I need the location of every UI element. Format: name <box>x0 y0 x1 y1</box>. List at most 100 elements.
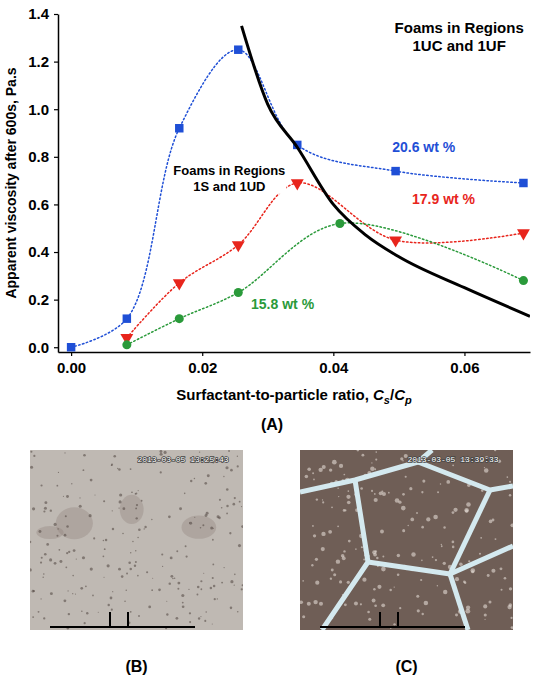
photo-speckle <box>344 603 347 606</box>
photo-speckle <box>212 539 214 541</box>
photo-speckle <box>166 601 167 602</box>
photo-speckle <box>161 553 163 555</box>
photo-speckle <box>151 519 152 520</box>
photo-speckle <box>118 468 121 471</box>
annotation-text: Foams in Regions <box>395 19 524 36</box>
photo-speckle <box>382 555 384 557</box>
photo-speckle <box>341 554 345 558</box>
photo-speckle <box>126 573 128 575</box>
photo-speckle <box>33 590 35 592</box>
photo-speckle <box>242 584 243 586</box>
photo-speckle <box>455 613 458 616</box>
photo-speckle <box>174 577 175 578</box>
photo-speckle <box>437 585 438 586</box>
photo-speckle <box>452 546 455 549</box>
photo-speckle <box>212 577 214 579</box>
photo-speckle <box>122 507 125 510</box>
photo-speckle <box>189 621 191 623</box>
photo-speckle <box>354 602 358 606</box>
x-axis-tick-mark <box>202 352 203 356</box>
scale-bar <box>50 612 195 627</box>
photo-speckle <box>84 622 86 624</box>
photo-speckle <box>226 488 229 491</box>
photo-speckle <box>397 554 400 557</box>
photo-speckle <box>119 493 122 496</box>
x-axis: 0.000.020.040.06 <box>57 352 530 376</box>
photo-speckle <box>466 605 470 609</box>
photo-speckle <box>368 618 371 621</box>
y-axis-tick-label: 0.6 <box>28 196 49 213</box>
photo-speckle <box>40 598 41 599</box>
photo-speckle <box>176 550 178 552</box>
photo-speckle <box>234 585 235 586</box>
photo-speckle <box>131 491 133 493</box>
photo-speckle <box>426 517 430 521</box>
photo-speckle <box>89 514 92 517</box>
photo-speckle <box>76 559 77 560</box>
photo-speckle <box>367 611 370 614</box>
photo-speckle <box>316 498 318 500</box>
photo-speckle <box>374 550 377 553</box>
photo-speckle <box>329 468 332 471</box>
y-axis-tick-mark <box>54 14 58 15</box>
trend-line <box>127 223 524 345</box>
photo-speckle <box>103 577 104 578</box>
photo-speckle <box>146 571 148 573</box>
photo-speckle <box>200 527 202 529</box>
photo-speckle <box>452 511 455 514</box>
photo-speckle <box>64 534 67 537</box>
photo-speckle <box>177 582 180 585</box>
photo-speckle <box>416 512 418 514</box>
photo-speckle <box>495 538 497 540</box>
photo-speckle <box>80 587 83 590</box>
photo-speckle <box>38 611 40 613</box>
photo-speckle <box>64 452 65 453</box>
photo-speckle <box>381 491 383 493</box>
photo-speckle <box>112 510 113 511</box>
x-axis-tick-label: 0.00 <box>57 359 86 376</box>
x-axis-tick-label: 0.02 <box>188 359 217 376</box>
photo-speckle <box>83 454 86 457</box>
photo-speckle <box>186 556 188 558</box>
x-axis-tick-mark <box>333 352 334 356</box>
photo-film-edge <box>418 462 513 490</box>
photo-speckle <box>71 483 72 484</box>
photo-speckle <box>375 459 377 461</box>
photo-speckle <box>90 479 93 482</box>
photo-speckle <box>205 514 208 517</box>
photo-speckle <box>138 615 140 617</box>
data-point <box>519 179 527 187</box>
y-axis-tick-mark <box>54 157 58 158</box>
y-axis-tick-label: 1.4 <box>28 5 50 22</box>
photo-speckle <box>189 612 191 614</box>
photo-speckle <box>112 591 113 592</box>
photo <box>30 450 243 630</box>
photo-speckle <box>30 541 31 543</box>
photo-speckle <box>234 497 236 499</box>
photo-speckle <box>42 576 44 578</box>
photo-speckle <box>141 500 143 502</box>
photo-speckle <box>68 613 70 615</box>
photo-speckle <box>347 501 351 505</box>
photo-speckle <box>182 602 184 604</box>
photo-speckle <box>177 588 179 590</box>
series-label: 20.6 wt % <box>392 139 456 155</box>
photo-speckle <box>464 508 469 513</box>
photo-speckle <box>221 582 223 584</box>
photo-speckle <box>435 559 437 561</box>
panel-label: (C) <box>395 658 417 675</box>
photo-speckle <box>72 593 73 594</box>
photo-speckle <box>49 558 52 561</box>
photo-speckle <box>200 616 201 617</box>
photo-speckle <box>331 569 334 572</box>
photo-speckle <box>81 610 83 612</box>
photo-speckle <box>103 555 105 557</box>
photo-speckle <box>401 506 406 511</box>
photo-speckle <box>343 474 345 476</box>
scale-bar-bracket <box>110 612 128 627</box>
photo-speckle <box>43 617 45 619</box>
photo-speckle <box>66 495 69 498</box>
y-axis-line <box>58 15 60 353</box>
photo-speckle <box>484 468 488 472</box>
photo-speckle <box>399 607 401 609</box>
